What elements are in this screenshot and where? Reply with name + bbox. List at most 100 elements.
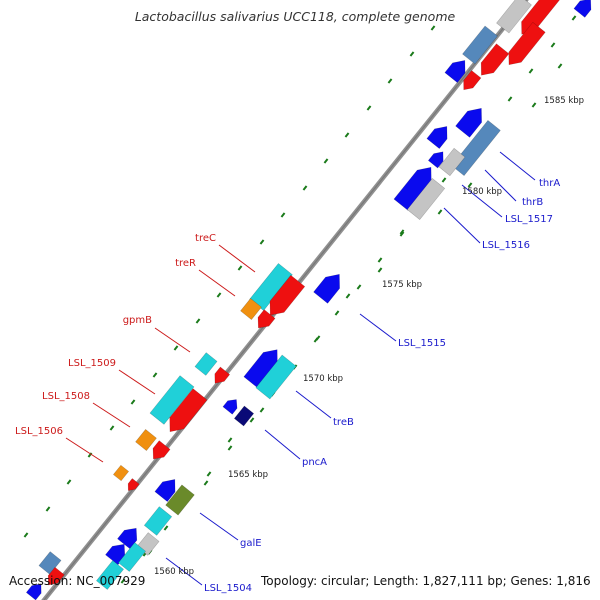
scale-labels: 1560 kbp 1565 kbp 1570 kbp 1575 kbp 1580 kbp…	[154, 96, 584, 577]
genome-title: Lactobacillus salivarius UCC118, complet…	[0, 9, 600, 24]
gene-feature	[393, 166, 432, 211]
tick-mark-shape	[334, 310, 340, 316]
scale-label: 1580 kbp	[462, 187, 502, 197]
accession-label: Accession: NC_007929	[9, 574, 146, 588]
gene-feature	[426, 126, 448, 149]
tick-mark	[173, 345, 179, 351]
tick-mark	[507, 96, 513, 102]
label-leaders	[65, 151, 536, 586]
label-leader-line	[461, 184, 503, 218]
gene-feature	[194, 352, 218, 376]
tick-mark	[409, 51, 415, 57]
tick-mark	[259, 239, 265, 245]
gene-label-reverse: treR	[175, 258, 196, 269]
gene-feature	[112, 464, 130, 482]
tick-mark	[45, 506, 51, 512]
gene-feature-shape	[255, 354, 297, 400]
tick-mark	[203, 480, 209, 486]
gene-feature-shape	[149, 375, 195, 425]
gene-feature-shape	[257, 309, 276, 329]
tick-mark	[163, 525, 169, 531]
tick-mark-shape	[467, 182, 473, 188]
tick-mark	[528, 68, 534, 74]
scale-label: 1560 kbp	[154, 567, 194, 577]
tick-mark	[387, 78, 393, 84]
gene-feature-shape	[438, 147, 466, 177]
tick-mark-shape	[280, 212, 286, 218]
gene-feature	[47, 566, 65, 586]
gene-feature-shape	[118, 542, 146, 572]
tick-mark-shape	[216, 292, 222, 298]
gene-feature	[118, 542, 146, 572]
gene-feature	[269, 274, 306, 316]
tick-mark-shape	[571, 15, 577, 21]
tick-mark-shape	[237, 265, 243, 271]
tick-mark-shape	[45, 506, 51, 512]
gene-label-forward: LSL_1516	[482, 240, 530, 251]
tick-mark-shape	[302, 185, 308, 191]
label-leader-line	[118, 369, 156, 395]
gene-features	[25, 0, 592, 600]
gene-feature	[438, 147, 466, 177]
gene-feature	[462, 25, 498, 65]
tick-mark	[87, 452, 93, 458]
tick-mark-shape	[323, 158, 329, 164]
tick-mark-shape	[531, 102, 537, 108]
gene-feature	[117, 527, 138, 550]
gene-labels: thrA thrB LSL_1517 LSL_1516 LSL_1515 treB pncA…	[15, 178, 560, 594]
tick-mark	[120, 578, 126, 584]
label-leader-line	[92, 402, 131, 428]
gene-label-forward: LSL_1517	[505, 214, 553, 225]
tick-mark-shape	[409, 51, 415, 57]
gene-feature-shape	[135, 429, 157, 451]
gene-feature-shape	[222, 399, 238, 415]
tick-mark-shape	[195, 318, 201, 324]
gene-feature-shape	[127, 478, 140, 491]
tick-marks	[23, 15, 577, 584]
label-leader-line	[65, 437, 104, 463]
tick-mark	[259, 407, 265, 413]
gene-feature-shape	[463, 70, 482, 91]
tick-mark-shape	[259, 407, 265, 413]
tick-mark	[377, 267, 383, 273]
gene-feature-shape	[462, 25, 498, 65]
tick-mark	[227, 437, 233, 443]
gene-feature	[508, 21, 546, 66]
tick-mark-shape	[399, 229, 405, 235]
tick-mark	[345, 293, 351, 299]
gene-feature-shape	[406, 178, 446, 220]
gene-label-reverse: LSL_1506	[15, 426, 63, 437]
tick-mark-shape	[130, 399, 136, 405]
gene-feature	[240, 298, 262, 320]
tick-mark-shape	[557, 63, 563, 69]
tick-mark-shape	[206, 471, 212, 477]
gene-feature-shape	[451, 120, 501, 176]
gene-feature-shape	[112, 464, 130, 482]
gene-feature-shape	[214, 366, 231, 384]
tick-mark	[571, 15, 577, 21]
gene-label-forward: thrB	[522, 197, 543, 208]
gene-label-reverse: LSL_1509	[68, 358, 116, 369]
tick-mark	[557, 63, 563, 69]
gene-feature-shape	[165, 484, 195, 516]
gene-feature	[480, 43, 510, 76]
gene-feature-shape	[154, 479, 176, 502]
tick-mark-shape	[550, 42, 556, 48]
gene-feature	[451, 120, 501, 176]
tick-mark-shape	[109, 425, 115, 431]
gene-feature	[38, 551, 62, 575]
gene-feature	[214, 366, 231, 384]
gene-feature-shape	[240, 298, 262, 320]
gene-feature	[152, 440, 171, 460]
gene-feature	[96, 560, 124, 590]
tick-mark	[366, 105, 372, 111]
gene-label-forward: LSL_1515	[398, 338, 446, 349]
gene-label-forward: pncA	[302, 457, 327, 468]
gene-label-forward: treB	[333, 417, 354, 428]
gene-feature-shape	[47, 566, 65, 586]
scale-label: 1570 kbp	[303, 374, 343, 384]
tick-mark-shape	[430, 25, 436, 31]
gene-label-reverse: LSL_1508	[42, 391, 90, 402]
tick-mark-shape	[259, 239, 265, 245]
